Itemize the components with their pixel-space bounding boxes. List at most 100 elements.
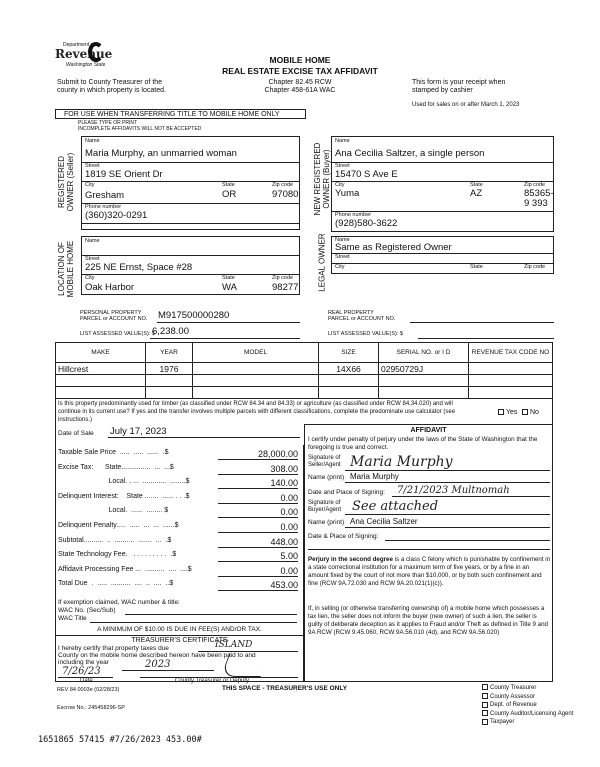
personal-parcel-number[interactable]: M917500000280 bbox=[158, 310, 230, 321]
date-of-sale[interactable]: July 17, 2023 bbox=[110, 426, 167, 437]
real-parcel-number[interactable] bbox=[410, 322, 554, 323]
fee-row: Excise Tax: State............... ... ...… bbox=[58, 464, 298, 478]
personal-assessed-value[interactable]: 6,238.00 bbox=[152, 326, 189, 337]
model-cell[interactable] bbox=[192, 386, 319, 399]
buyer-date-place[interactable] bbox=[385, 540, 550, 541]
serial-cell[interactable]: 02950729J bbox=[378, 362, 469, 375]
label: City bbox=[335, 264, 345, 270]
model-cell[interactable] bbox=[192, 374, 319, 387]
serial-cell[interactable] bbox=[378, 386, 469, 399]
seller-state[interactable]: OR bbox=[222, 189, 237, 200]
treasurer-county[interactable]: ISLAND bbox=[215, 640, 253, 650]
seller-print-name[interactable]: Maria Murphy bbox=[350, 472, 399, 481]
fee-value[interactable]: 0.00 bbox=[218, 507, 298, 519]
buyer-phone[interactable]: (928)580-3622 bbox=[335, 218, 398, 229]
checkbox-icon bbox=[482, 701, 488, 708]
label: State bbox=[222, 182, 235, 188]
table-row: Hillcrest 1976 14X66 02950729J bbox=[55, 362, 553, 375]
fee-value[interactable]: 0.00 bbox=[218, 493, 298, 504]
make-cell[interactable] bbox=[55, 374, 146, 387]
fee-value[interactable]: 140.00 bbox=[218, 478, 298, 490]
wac-title-field[interactable] bbox=[90, 622, 297, 623]
seller-signature[interactable]: Maria Murphy bbox=[350, 454, 453, 470]
col-tax-code: REVENUE TAX CODE NO bbox=[468, 342, 553, 363]
copy-checkbox[interactable]: County Treasurer bbox=[482, 684, 536, 692]
buyer-zip[interactable]: 85365-9 393 bbox=[524, 188, 554, 209]
seller-street[interactable]: 1819 SE Orient Dr bbox=[85, 169, 163, 180]
timber-no-checkbox[interactable]: No bbox=[522, 409, 539, 416]
logo-text-state: Washington State bbox=[66, 62, 106, 68]
seller-date-place[interactable]: 7/21/2023 Multnomah bbox=[397, 485, 510, 496]
fee-value[interactable]: 28,000.00 bbox=[218, 449, 298, 460]
label: Zip code bbox=[272, 182, 294, 188]
fee-value[interactable]: 0.00 bbox=[218, 566, 298, 577]
serial-cell[interactable] bbox=[378, 374, 469, 387]
fee-value[interactable]: 453.00 bbox=[218, 580, 298, 592]
location-section-label: LOCATION OF MOBILE HOME bbox=[57, 240, 75, 298]
timber-yes-checkbox[interactable]: Yes bbox=[498, 409, 517, 416]
copy-checkbox[interactable]: Dept. of Revenue bbox=[482, 701, 537, 709]
buyer-state[interactable]: AZ bbox=[470, 188, 483, 199]
buyer-name[interactable]: Ana Cecilia Saltzer, a single person bbox=[335, 148, 485, 159]
fee-row: Local. ...... ........ $ 0.00 bbox=[58, 507, 298, 521]
label: Zip code bbox=[272, 275, 294, 281]
location-state[interactable]: WA bbox=[222, 282, 237, 293]
tax-code-cell[interactable] bbox=[468, 374, 553, 387]
fee-value[interactable]: 5.00 bbox=[218, 551, 298, 563]
fee-value[interactable]: 0.00 bbox=[218, 522, 298, 533]
buyer-city[interactable]: Yuma bbox=[335, 188, 360, 199]
treasurer-year[interactable]: 2023 bbox=[145, 659, 171, 670]
copy-checkbox[interactable]: County Assessor bbox=[482, 693, 535, 701]
seller-name[interactable]: Maria Murphy, an unmarried woman bbox=[85, 148, 237, 159]
treasurer-signature[interactable] bbox=[140, 677, 298, 678]
location-street[interactable]: 225 NE Ernst, Space #28 bbox=[85, 262, 193, 273]
cashier-stamp: 1651865 57415 #7/26/2023 453.00# bbox=[38, 735, 202, 745]
label: Zip code bbox=[524, 182, 546, 188]
used-for-note: Used for sales on or after March 1, 2023 bbox=[412, 102, 520, 108]
year-cell[interactable] bbox=[145, 374, 193, 387]
label: WAC Title bbox=[58, 615, 87, 622]
treasurer-date[interactable]: 7/26/23 bbox=[62, 666, 101, 677]
copy-checkbox[interactable]: County Auditor/Licensing Agent bbox=[482, 710, 573, 718]
year-cell[interactable]: 1976 bbox=[145, 362, 193, 375]
make-cell[interactable] bbox=[55, 386, 146, 399]
label: State bbox=[470, 182, 483, 188]
tax-lien-notice: If, in selling (or otherwise transferrin… bbox=[308, 605, 548, 636]
tax-code-cell[interactable] bbox=[468, 386, 553, 399]
label: PARCEL or ACCOUNT NO. bbox=[328, 316, 396, 322]
seller-zip[interactable]: 97080 bbox=[272, 189, 299, 200]
fee-label: Taxable Sale Price ..... ..... ...... .$ bbox=[58, 449, 169, 456]
size-cell[interactable] bbox=[318, 386, 379, 399]
chapter-wac: Chapter 458-61A WAC bbox=[264, 87, 336, 94]
seller-section-label: REGISTERED OWNER (Seller) bbox=[57, 152, 75, 212]
fee-value[interactable]: 448.00 bbox=[218, 537, 298, 548]
tax-code-cell[interactable] bbox=[468, 362, 553, 375]
buyer-print-name[interactable]: Ana Cecilia Saltzer bbox=[350, 517, 418, 526]
real-assessed-value[interactable] bbox=[418, 338, 554, 339]
seller-city[interactable]: Gresham bbox=[85, 190, 125, 201]
year-cell[interactable] bbox=[145, 386, 193, 399]
checkbox-icon bbox=[482, 710, 488, 717]
make-cell[interactable]: Hillcrest bbox=[55, 362, 146, 375]
model-cell[interactable] bbox=[192, 362, 319, 375]
label: Name (print) bbox=[308, 519, 345, 526]
location-box: Name Street 225 NE Ernst, Space #28 City O… bbox=[81, 236, 300, 295]
label: City bbox=[85, 275, 95, 281]
size-cell[interactable]: 14X66 bbox=[318, 362, 379, 375]
please-type: PLEASE TYPE OR PRINT bbox=[78, 120, 138, 126]
seller-phone[interactable]: (360)320-0291 bbox=[85, 210, 148, 221]
fee-row: Total Due . ..... .......... .... .. ...… bbox=[58, 580, 298, 594]
size-cell[interactable] bbox=[318, 374, 379, 387]
location-zip[interactable]: 98277 bbox=[272, 282, 299, 293]
fee-value[interactable]: 308.00 bbox=[218, 464, 298, 475]
fee-row: Delinquent Interest: State ....... .....… bbox=[58, 493, 298, 507]
fee-row: Affidavit Processing Fee ... .......... … bbox=[58, 566, 298, 580]
buyer-street[interactable]: 15470 S Ave E bbox=[335, 169, 398, 180]
location-city[interactable]: Oak Harbor bbox=[85, 282, 135, 293]
label: State bbox=[470, 264, 483, 270]
wac-number-field[interactable] bbox=[125, 614, 297, 615]
copy-checkbox[interactable]: Taxpayer bbox=[482, 718, 514, 726]
legal-owner-name[interactable]: Same as Registered Owner bbox=[335, 242, 452, 253]
form-revision: REV 84 0003e (02/28/23) bbox=[57, 687, 120, 693]
buyer-signature[interactable]: See attached bbox=[352, 499, 439, 514]
